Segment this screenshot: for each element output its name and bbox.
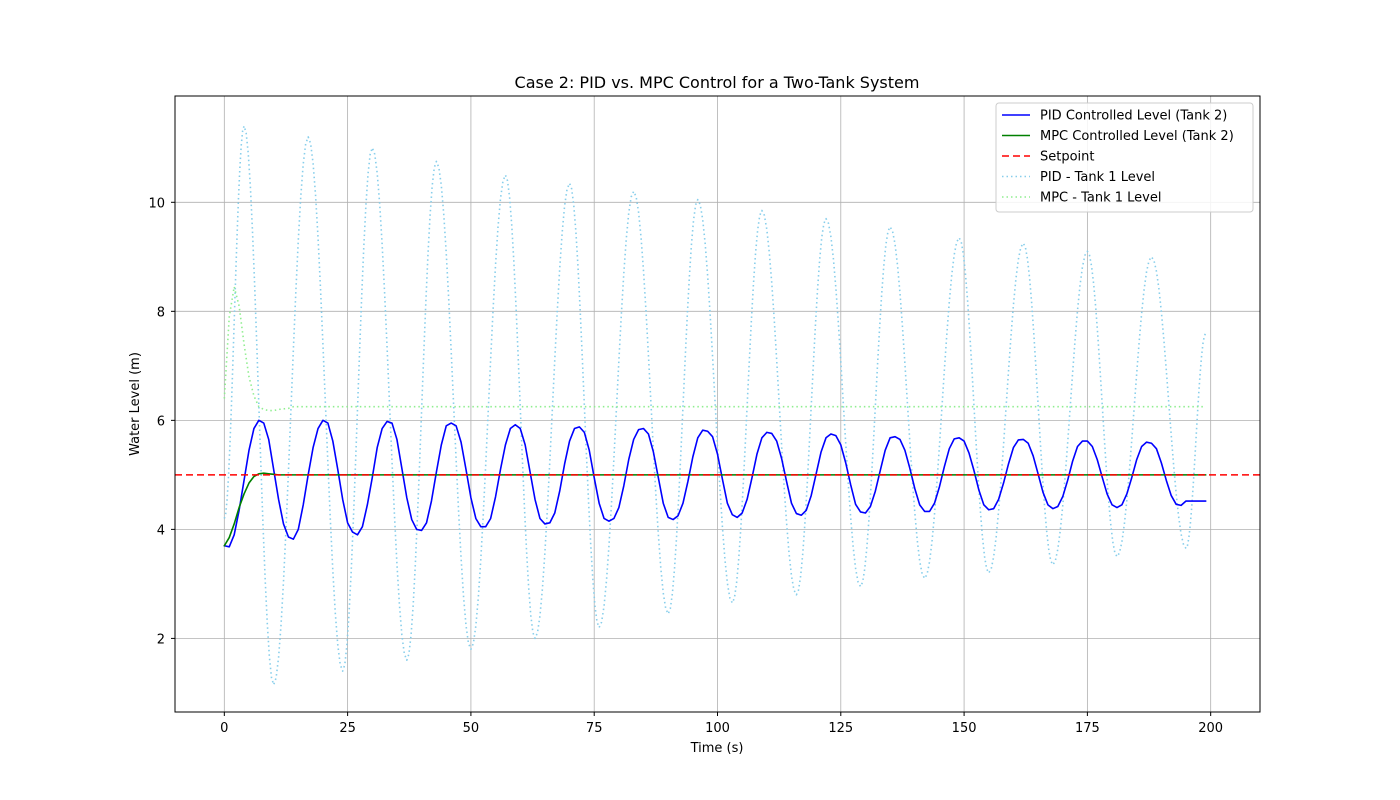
legend-label: PID - Tank 1 Level [1040, 170, 1155, 185]
y-tick-label: 10 [148, 196, 165, 211]
x-tick-label: 25 [339, 721, 356, 736]
x-tick-label: 150 [952, 721, 977, 736]
ticks: 0 25 50 75 100 125 150 175 200 2 4 6 8 10 [148, 196, 1223, 736]
y-tick-label: 4 [157, 523, 165, 538]
x-tick-label: 100 [705, 721, 730, 736]
legend-label: MPC Controlled Level (Tank 2) [1040, 129, 1234, 144]
x-tick-label: 175 [1075, 721, 1100, 736]
series-line-0 [223, 419, 1207, 548]
y-tick-label: 2 [157, 632, 165, 647]
x-tick-label: 0 [220, 721, 228, 736]
y-axis-label: Water Level (m) [128, 352, 143, 456]
x-tick-label: 50 [463, 721, 480, 736]
y-tick-label: 8 [157, 305, 165, 320]
series-line-4 [223, 286, 1206, 412]
y-tick-label: 6 [157, 414, 165, 429]
legend-box [995, 102, 1254, 213]
x-tick-label: 75 [586, 721, 603, 736]
x-tick-label: 200 [1198, 721, 1223, 736]
legend-label: Setpoint [1040, 150, 1095, 165]
legend-label: MPC - Tank 1 Level [1040, 191, 1161, 206]
x-axis-label: Time (s) [690, 741, 744, 756]
chart-title: Case 2: PID vs. MPC Control for a Two-Ta… [515, 73, 920, 92]
x-tick-label: 125 [828, 721, 853, 736]
legend-label: PID Controlled Level (Tank 2) [1040, 109, 1227, 124]
legend: PID Controlled Level (Tank 2) MPC Control… [995, 102, 1254, 213]
grid [175, 96, 1260, 712]
series-layer [175, 125, 1260, 686]
